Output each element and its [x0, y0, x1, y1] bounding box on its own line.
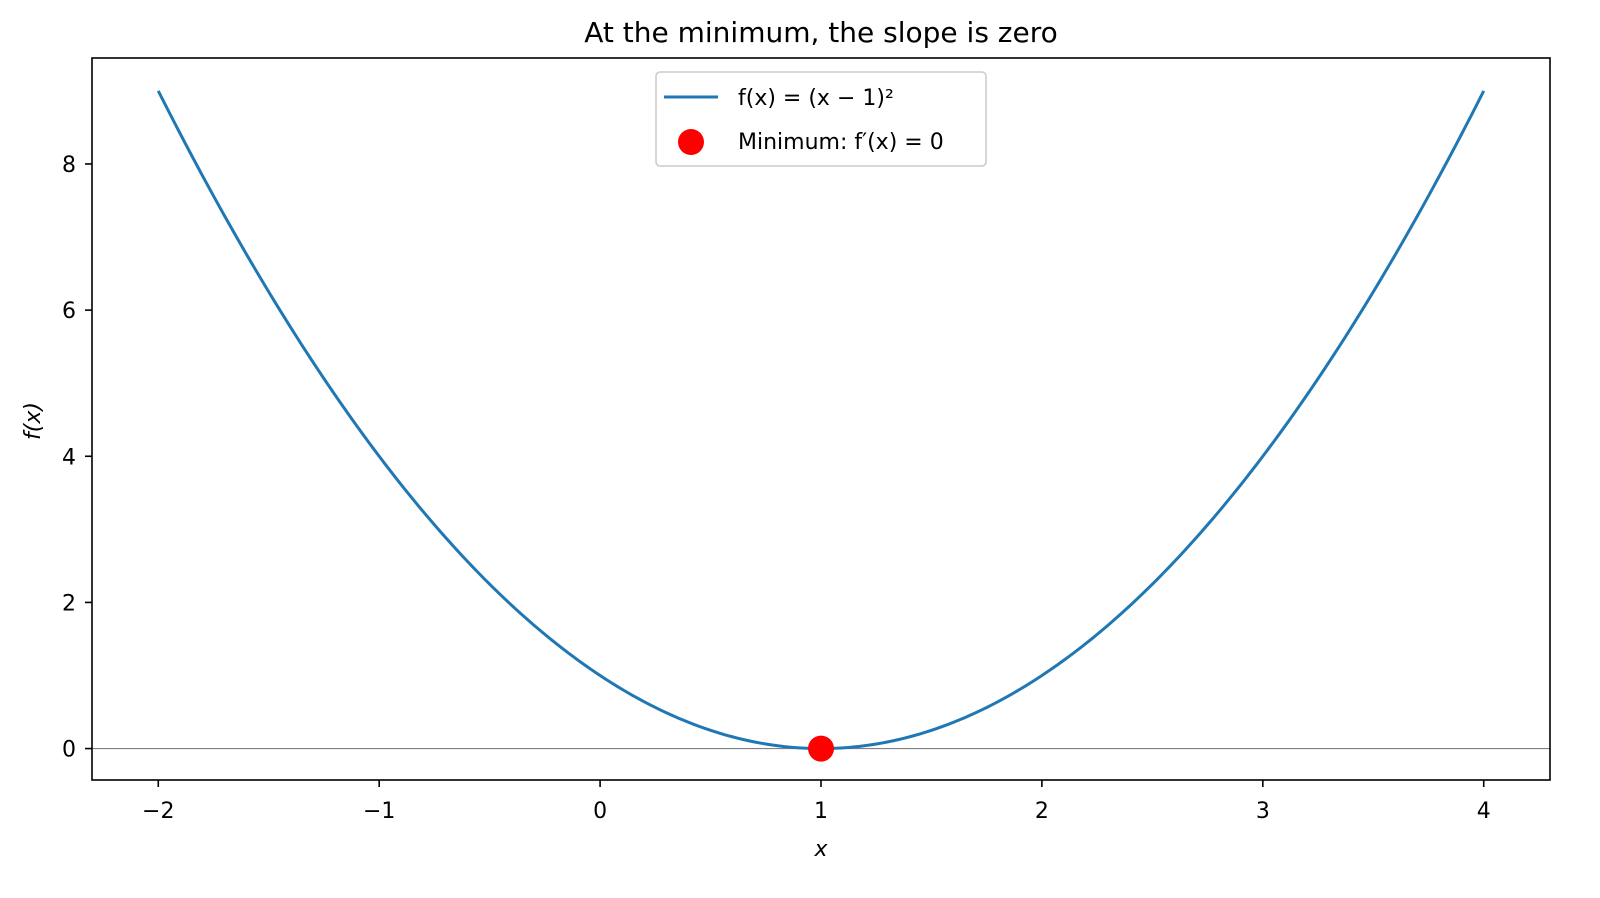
x-tick-label: 0 [593, 799, 607, 824]
x-tick-label: 1 [814, 799, 828, 824]
y-tick-label: 2 [62, 591, 76, 616]
x-tick-label: −1 [363, 799, 395, 824]
y-axis: 0 2 4 6 8 [62, 153, 92, 763]
chart-title: At the minimum, the slope is zero [584, 16, 1058, 49]
y-tick-label: 4 [62, 445, 76, 470]
x-tick-label: −2 [142, 799, 174, 824]
x-tick-label: 3 [1256, 799, 1270, 824]
x-axis: −2 −1 0 1 2 3 4 [142, 780, 1491, 824]
legend-entry-minimum: Minimum: f′(x) = 0 [738, 130, 944, 155]
x-tick-label: 4 [1477, 799, 1491, 824]
y-tick-label: 8 [62, 153, 76, 178]
legend-box [655, 71, 987, 167]
y-axis-label: f(x) [21, 402, 46, 440]
y-tick-label: 0 [62, 738, 76, 763]
x-axis-label: x [813, 837, 828, 862]
legend-entry-f: f(x) = (x − 1)² [738, 86, 894, 111]
minimum-point [808, 735, 834, 762]
y-tick-label: 6 [62, 299, 76, 324]
legend-marker-swatch [678, 129, 704, 155]
legend: f(x) = (x − 1)² Minimum: f′(x) = 0 [655, 71, 987, 167]
x-tick-label: 2 [1035, 799, 1049, 824]
